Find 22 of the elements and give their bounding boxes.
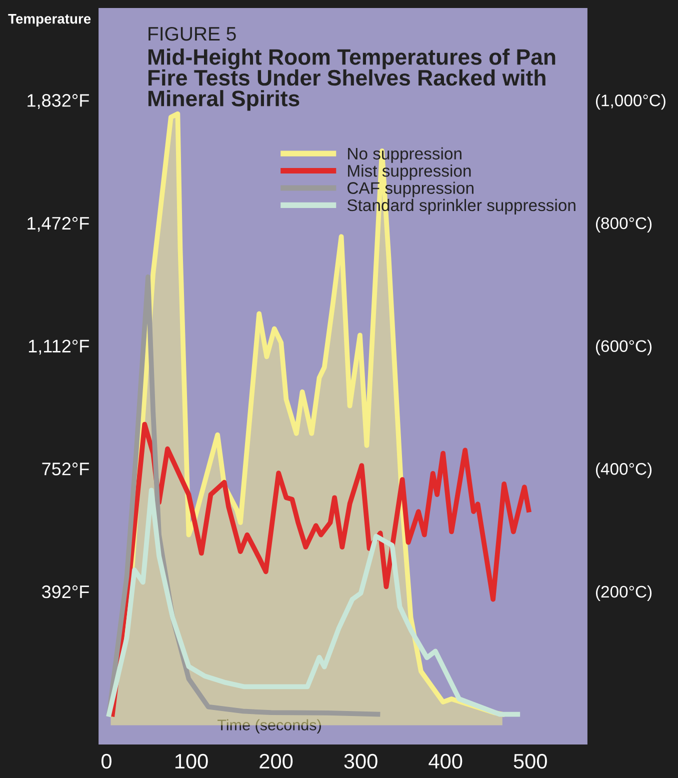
y2-tick-label: (800°C) (596, 216, 652, 232)
x-tick-label: 200 (260, 754, 293, 769)
y2-tick-label: (400°C) (596, 462, 652, 478)
line-series (110, 422, 532, 717)
y-tick-label: 392°F (42, 585, 89, 598)
text: Mid-Height Room Temperatures of Pan Fire Tests Under Shelves Racked with Mineral Spirits (148, 48, 556, 111)
y-tick-label: 1,832°F (28, 94, 89, 109)
y2-tick-label: (600°C) (596, 340, 652, 356)
x-tick-label: 0 (102, 754, 112, 769)
y-tick-label: 752°F (42, 462, 89, 476)
x-tick-label: 500 (514, 754, 547, 769)
x-tick-label: 400 (428, 754, 462, 769)
y2-tick-label: (200°C) (596, 585, 652, 601)
x-tick-label: 300 (344, 754, 378, 769)
line-series (106, 488, 520, 717)
x-tick-label: 100 (175, 754, 208, 769)
x-axis-title: Time (seconds) (217, 719, 321, 734)
y-tick-label: 1,112°F (28, 340, 89, 355)
y-tick-label: 1,472°F (28, 216, 89, 232)
y-axis-title: Temperature (8, 14, 91, 26)
text: FIGURE 5 (148, 26, 236, 41)
y2-tick-label: (1,000°C) (596, 94, 666, 110)
